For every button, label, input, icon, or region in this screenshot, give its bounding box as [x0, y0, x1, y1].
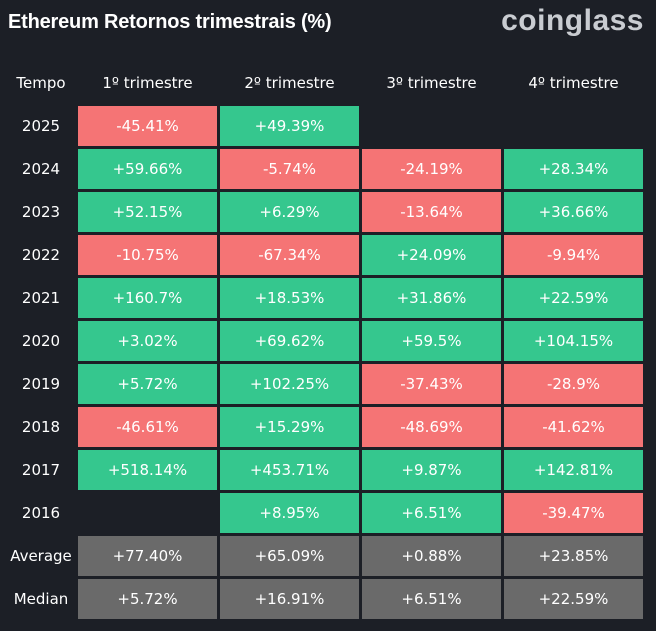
- return-cell: -45.41%: [78, 106, 217, 146]
- column-header-q1: 1º trimestre: [102, 74, 193, 92]
- table-row: 2023 +52.15% +6.29% -13.64% +36.66%: [7, 192, 643, 232]
- column-header-q2: 2º trimestre: [244, 74, 335, 92]
- coinglass-logo: coinglass: [501, 4, 644, 37]
- table-row: 2020 +3.02% +69.62% +59.5% +104.15%: [7, 321, 643, 361]
- return-cell: -41.62%: [504, 407, 643, 447]
- return-cell: +77.40%: [78, 536, 217, 576]
- return-cell: -67.34%: [220, 235, 359, 275]
- return-cell: +9.87%: [362, 450, 501, 490]
- return-cell: +22.59%: [504, 579, 643, 619]
- row-label: 2018: [21, 418, 61, 436]
- column-header-time: Tempo: [16, 74, 66, 92]
- table-body: 2025 -45.41% +49.39% 2024 +59.66% -5.74% -24.1…: [7, 106, 643, 619]
- empty-cell: [504, 106, 643, 146]
- return-cell: +31.86%: [362, 278, 501, 318]
- return-cell: -13.64%: [362, 192, 501, 232]
- return-cell: +0.88%: [362, 536, 501, 576]
- return-cell: -10.75%: [78, 235, 217, 275]
- row-label: 2017: [21, 461, 61, 479]
- row-label: 2020: [21, 332, 61, 350]
- return-cell: -9.94%: [504, 235, 643, 275]
- return-cell: +102.25%: [220, 364, 359, 404]
- row-label: 2024: [21, 160, 61, 178]
- return-cell: -24.19%: [362, 149, 501, 189]
- return-cell: -46.61%: [78, 407, 217, 447]
- table-row: 2019 +5.72% +102.25% -37.43% -28.9%: [7, 364, 643, 404]
- return-cell: +518.14%: [78, 450, 217, 490]
- chart-title: Ethereum Retornos trimestrais (%): [8, 11, 332, 33]
- return-cell: +160.7%: [78, 278, 217, 318]
- return-cell: -28.9%: [504, 364, 643, 404]
- return-cell: +23.85%: [504, 536, 643, 576]
- return-cell: +104.15%: [504, 321, 643, 361]
- return-cell: +6.29%: [220, 192, 359, 232]
- row-label: 2025: [21, 117, 61, 135]
- return-cell: +15.29%: [220, 407, 359, 447]
- return-cell: +6.51%: [362, 579, 501, 619]
- return-cell: +453.71%: [220, 450, 359, 490]
- row-label: Average: [10, 547, 72, 565]
- table-row: 2021 +160.7% +18.53% +31.86% +22.59%: [7, 278, 643, 318]
- return-cell: +8.95%: [220, 493, 359, 533]
- row-label: Median: [13, 590, 69, 608]
- table-row: 2024 +59.66% -5.74% -24.19% +28.34%: [7, 149, 643, 189]
- table-row: Average +77.40% +65.09% +0.88% +23.85%: [7, 536, 643, 576]
- return-cell: +59.66%: [78, 149, 217, 189]
- table-row: 2025 -45.41% +49.39%: [7, 106, 643, 146]
- return-cell: +22.59%: [504, 278, 643, 318]
- return-cell: -39.47%: [504, 493, 643, 533]
- table-row: 2022 -10.75% -67.34% +24.09% -9.94%: [7, 235, 643, 275]
- table-row: Median +5.72% +16.91% +6.51% +22.59%: [7, 579, 643, 619]
- return-cell: +142.81%: [504, 450, 643, 490]
- return-cell: +59.5%: [362, 321, 501, 361]
- row-label: 2023: [21, 203, 61, 221]
- row-label: 2022: [21, 246, 61, 264]
- return-cell: +6.51%: [362, 493, 501, 533]
- header-row: Tempo 1º trimestre 2º trimestre 3º trime…: [7, 63, 643, 103]
- quarterly-returns-table: Tempo 1º trimestre 2º trimestre 3º trime…: [4, 60, 646, 622]
- row-label: 2019: [21, 375, 61, 393]
- return-cell: +28.34%: [504, 149, 643, 189]
- row-label: 2016: [21, 504, 61, 522]
- return-cell: +16.91%: [220, 579, 359, 619]
- empty-cell: [78, 493, 217, 533]
- column-header-q3: 3º trimestre: [386, 74, 477, 92]
- row-label: 2021: [21, 289, 61, 307]
- column-header-q4: 4º trimestre: [528, 74, 619, 92]
- return-cell: -48.69%: [362, 407, 501, 447]
- return-cell: +49.39%: [220, 106, 359, 146]
- table-row: 2016 +8.95% +6.51% -39.47%: [7, 493, 643, 533]
- table-row: 2017 +518.14% +453.71% +9.87% +142.81%: [7, 450, 643, 490]
- table-row: 2018 -46.61% +15.29% -48.69% -41.62%: [7, 407, 643, 447]
- return-cell: -5.74%: [220, 149, 359, 189]
- return-cell: +18.53%: [220, 278, 359, 318]
- return-cell: +5.72%: [78, 364, 217, 404]
- return-cell: -37.43%: [362, 364, 501, 404]
- return-cell: +36.66%: [504, 192, 643, 232]
- return-cell: +3.02%: [78, 321, 217, 361]
- return-cell: +69.62%: [220, 321, 359, 361]
- empty-cell: [362, 106, 501, 146]
- return-cell: +65.09%: [220, 536, 359, 576]
- return-cell: +24.09%: [362, 235, 501, 275]
- return-cell: +5.72%: [78, 579, 217, 619]
- return-cell: +52.15%: [78, 192, 217, 232]
